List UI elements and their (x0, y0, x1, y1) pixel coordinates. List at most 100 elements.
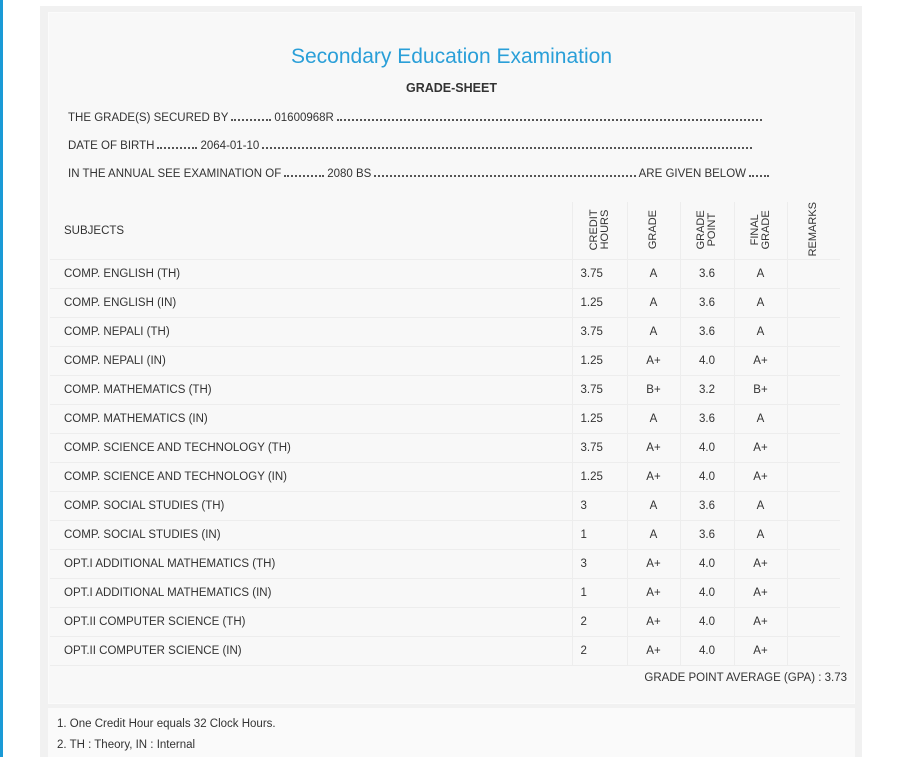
value-cell: 3.6 (679, 317, 734, 348)
value-cell: A+ (626, 578, 680, 609)
value-cell: 2 (571, 607, 627, 638)
table-row: OPT.I ADDITIONAL MATHEMATICS (TH) 3 A+ 4.0 A… (50, 549, 840, 580)
value-cell: 3.6 (679, 288, 734, 319)
value-cell: 4.0 (679, 462, 734, 493)
table-row: OPT.II COMPUTER SCIENCE (TH) 2 A+ 4.0 A+ (50, 607, 840, 638)
value-cell: A+ (733, 578, 787, 609)
empty-cell (786, 317, 840, 348)
table-row: OPT.II COMPUTER SCIENCE (IN) 2 A+ 4.0 A+ (50, 636, 840, 667)
table-row: COMP. ENGLISH (TH) 3.75 A 3.6 A (50, 259, 840, 290)
value-cell: A+ (626, 549, 680, 580)
value-cell: A+ (733, 549, 787, 580)
table-row: OPT.I ADDITIONAL MATHEMATICS (IN) 1 A+ 4.0 A… (50, 578, 840, 609)
header-row: SUBJECTS CREDIT HOURS GRADE GRADE POINT FINA… (50, 202, 840, 261)
subject-cell: COMP. MATHEMATICS (IN) (50, 404, 572, 435)
subject-cell: COMP. ENGLISH (IN) (50, 288, 572, 319)
value-cell: A+ (626, 433, 680, 464)
empty-cell (786, 404, 840, 435)
side-bar (0, 0, 3, 757)
value-cell: 4.0 (679, 433, 734, 464)
value-cell: A (626, 491, 680, 522)
leader (284, 165, 325, 177)
header-text: CREDIT HOURS (587, 208, 611, 250)
value-cell: 3.75 (571, 259, 627, 290)
value-cell: 3.75 (571, 375, 627, 406)
empty-cell (786, 491, 840, 522)
value-cell: A (626, 520, 680, 551)
value-cell: A+ (626, 607, 680, 638)
empty-cell (786, 636, 840, 667)
value-cell: A+ (733, 346, 787, 377)
value-cell: 3.6 (679, 404, 734, 435)
subject-cell: COMP. NEPALI (IN) (50, 346, 572, 377)
header-cell: CREDIT HOURS (571, 202, 627, 261)
gpa: GRADE POINT AVERAGE (GPA) : 3.73 (644, 672, 847, 684)
value-cell: 2 (571, 636, 627, 667)
value-cell: 4.0 (679, 549, 734, 580)
value-cell: 1.25 (571, 288, 627, 319)
value-cell: 1.25 (571, 462, 627, 493)
table-body: COMP. ENGLISH (TH) 3.75 A 3.6 A COMP. ENGLISH… (50, 259, 840, 667)
table-row: COMP. NEPALI (IN) 1.25 A+ 4.0 A+ (50, 346, 840, 377)
info-line: IN THE ANNUAL SEE EXAMINATION OF 2080 BS… (68, 165, 772, 181)
empty-cell (786, 549, 840, 580)
value-cell: 3 (571, 491, 627, 522)
value-cell: A (626, 288, 680, 319)
empty-cell (786, 259, 840, 290)
leader (157, 137, 198, 149)
info-line: DATE OF BIRTH 2064-01-10 (68, 137, 755, 153)
value-cell: 4.0 (679, 578, 734, 609)
value-cell: A+ (733, 433, 787, 464)
value-cell: A (733, 491, 787, 522)
info-label: IN THE ANNUAL SEE EXAMINATION OF (68, 168, 282, 180)
header-text: GRADE POINT (695, 209, 718, 249)
table-row: COMP. NEPALI (TH) 3.75 A 3.6 A (50, 317, 840, 348)
value-cell: A (626, 404, 680, 435)
grade-table: SUBJECTS CREDIT HOURS GRADE GRADE POINT FINA… (50, 202, 840, 667)
header-cell: FINAL GRADE (733, 202, 787, 261)
table-row: COMP. SCIENCE AND TECHNOLOGY (IN) 1.25 A+ 4… (50, 462, 840, 493)
subject-cell: COMP. SCIENCE AND TECHNOLOGY (IN) (50, 462, 572, 493)
subject-cell: COMP. SCIENCE AND TECHNOLOGY (TH) (50, 433, 572, 464)
value-cell: 3.75 (571, 317, 627, 348)
info-value: 01600968R (274, 112, 334, 124)
leader (231, 109, 272, 121)
value-cell: A (733, 520, 787, 551)
value-cell: 1.25 (571, 404, 627, 435)
value-cell: 3.6 (679, 520, 734, 551)
header-cell: GRADE (626, 202, 680, 261)
empty-cell (786, 578, 840, 609)
value-cell: B+ (626, 375, 680, 406)
subject-cell: OPT.II COMPUTER SCIENCE (TH) (50, 607, 572, 638)
leader (374, 165, 636, 177)
subtitle: GRADE-SHEET (406, 81, 497, 95)
value-cell: 1 (571, 520, 627, 551)
notes: 1. One Credit Hour equals 32 Clock Hours… (48, 708, 855, 757)
value-cell: A (626, 317, 680, 348)
value-cell: 4.0 (679, 607, 734, 638)
value-cell: 1.25 (571, 346, 627, 377)
table-row: COMP. MATHEMATICS (TH) 3.75 B+ 3.2 B+ (50, 375, 840, 406)
value-cell: 1 (571, 578, 627, 609)
value-cell: A+ (733, 462, 787, 493)
leader (749, 165, 769, 177)
value-cell: 3.6 (679, 491, 734, 522)
value-cell: 4.0 (679, 346, 734, 377)
subject-cell: COMP. MATHEMATICS (TH) (50, 375, 572, 406)
table-row: COMP. SOCIAL STUDIES (IN) 1 A 3.6 A (50, 520, 840, 551)
value-cell: B+ (733, 375, 787, 406)
value-cell: A (733, 288, 787, 319)
header-cell: SUBJECTS (50, 202, 572, 261)
value-cell: A (733, 404, 787, 435)
leader (262, 137, 752, 149)
header-text: FINAL GRADE (748, 209, 772, 249)
subject-cell: OPT.I ADDITIONAL MATHEMATICS (IN) (50, 578, 572, 609)
info-label: DATE OF BIRTH (68, 140, 155, 152)
info-suffix: ARE GIVEN BELOW (638, 168, 746, 180)
header-cell: GRADE POINT (679, 202, 734, 261)
value-cell: 3.2 (679, 375, 734, 406)
value-cell: A+ (733, 607, 787, 638)
value-cell: 4.0 (679, 636, 734, 667)
subject-cell: COMP. SOCIAL STUDIES (TH) (50, 491, 572, 522)
